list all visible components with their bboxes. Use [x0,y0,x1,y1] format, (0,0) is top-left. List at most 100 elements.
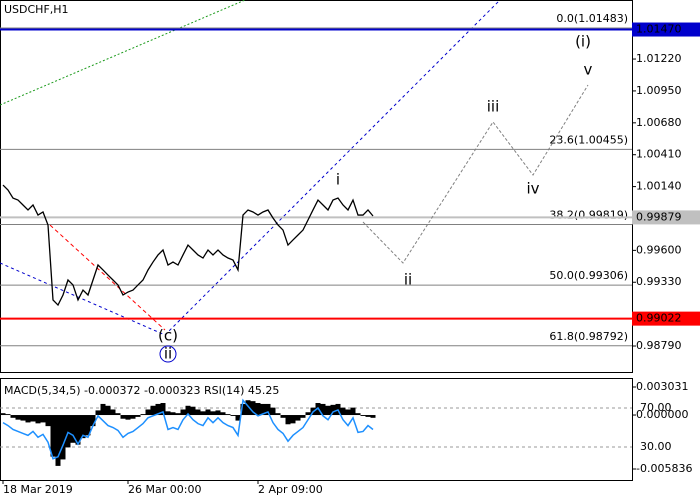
macd-bar [200,411,206,416]
y-tick-label: 0.003031 [636,380,689,393]
x-tick-label: 26 Mar 00:00 [128,483,201,496]
forecast-path [362,84,589,264]
y-tick-label: 0.99330 [636,275,682,288]
macd-bar [100,403,106,416]
macd-bar [190,406,196,416]
macd-bar [180,409,186,416]
macd-bar [125,415,131,420]
macd-bar [145,409,151,416]
fib-label: 0.0(1.01483) [556,12,628,25]
y-tick-label: 1.00680 [636,116,682,129]
macd-bar [60,415,66,460]
y-tick-label: 1.01220 [636,52,682,65]
rsi-line [2,398,374,460]
x-tick-label: 2 Apr 09:00 [258,483,323,496]
macd-bar [370,415,376,418]
wave-label: iii [487,97,500,115]
fib-label: 61.8(0.98792) [549,330,628,343]
macd-bar [300,415,306,418]
macd-bar [95,410,101,416]
macd-bar [25,415,31,423]
level-box [632,22,700,37]
fib-label: 23.6(1.00455) [549,133,628,146]
trend-line [49,224,166,331]
macd-bar [175,413,181,416]
macd-bar [15,415,21,420]
trend-line [0,262,166,336]
macd-bar [35,415,41,424]
macd-bar [240,403,246,416]
macd-bar [355,413,361,416]
macd-bar [105,405,111,416]
x-tick-label: 18 Mar 2019 [3,483,73,496]
wave-label: i [336,170,340,188]
macd-bar [295,415,301,421]
macd-bar [110,409,116,416]
wave-circle [159,345,177,363]
y-tick-label: 0.99600 [636,243,682,256]
macd-bar [5,414,11,416]
level-label: 0.99022 [636,312,682,325]
macd-bar [45,415,51,427]
macd-bar [255,403,261,416]
macd-bar [330,404,336,416]
macd-bar [185,405,191,416]
macd-bar [65,415,71,448]
indicator-panel-frame [0,378,633,481]
level-label: 1.01470 [636,23,682,36]
macd-bar [345,409,351,416]
macd-bar [225,414,231,416]
fib-label: 38.2(0.99819) [549,208,628,221]
macd-bar [360,415,366,416]
macd-bar [285,415,291,425]
wave-label: ii [164,345,172,363]
macd-bar [290,415,296,424]
macd-bar [230,415,236,416]
macd-bar [245,400,251,416]
macd-bar [115,413,121,416]
wave-label: (c) [158,326,178,344]
macd-bar [320,403,326,416]
macd-bar [205,409,211,416]
macd-bar [280,415,286,418]
macd-bar [130,415,136,419]
macd-bar [120,415,126,419]
indicator-title: MACD(5,34,5) -0.000372 -0.000323 RSI(14)… [4,384,279,397]
macd-bar [55,415,61,466]
price-line [2,184,374,307]
level-label: 0.99879 [636,210,682,223]
macd-bar [275,413,281,416]
macd-bar [70,415,76,443]
macd-bar [10,415,16,418]
wave-label: ii [404,271,412,289]
fib-label: 50.0(0.99306) [549,269,628,282]
wave-label: v [584,61,593,79]
macd-bar [80,415,86,439]
y-tick-label: 1.00950 [636,84,682,97]
macd-bar [260,403,266,416]
macd-bar [30,415,36,422]
macd-bar [135,415,141,417]
macd-bar [40,415,46,423]
macd-bar [340,407,346,416]
macd-bar [235,415,241,421]
y-tick-label: 0.000000 [636,408,689,421]
macd-bar [85,415,91,436]
level-box [632,210,700,225]
macd-bar [155,403,161,416]
y-tick-label: 1.00140 [636,180,682,193]
y-tick-label: -0.005836 [636,462,692,475]
macd-bar [270,407,276,416]
macd-bar [165,411,171,416]
y-tick-label: 0.98790 [636,339,682,352]
macd-bar [325,405,331,416]
macd-bar [50,415,56,457]
macd-bar [220,412,226,416]
wave-label: (i) [575,33,591,51]
macd-bar [215,410,221,416]
y2-tick-label: 30.00 [640,440,672,453]
macd-bar [265,403,271,416]
macd-bar [305,412,311,416]
y-tick-label: 1.00410 [636,148,682,161]
